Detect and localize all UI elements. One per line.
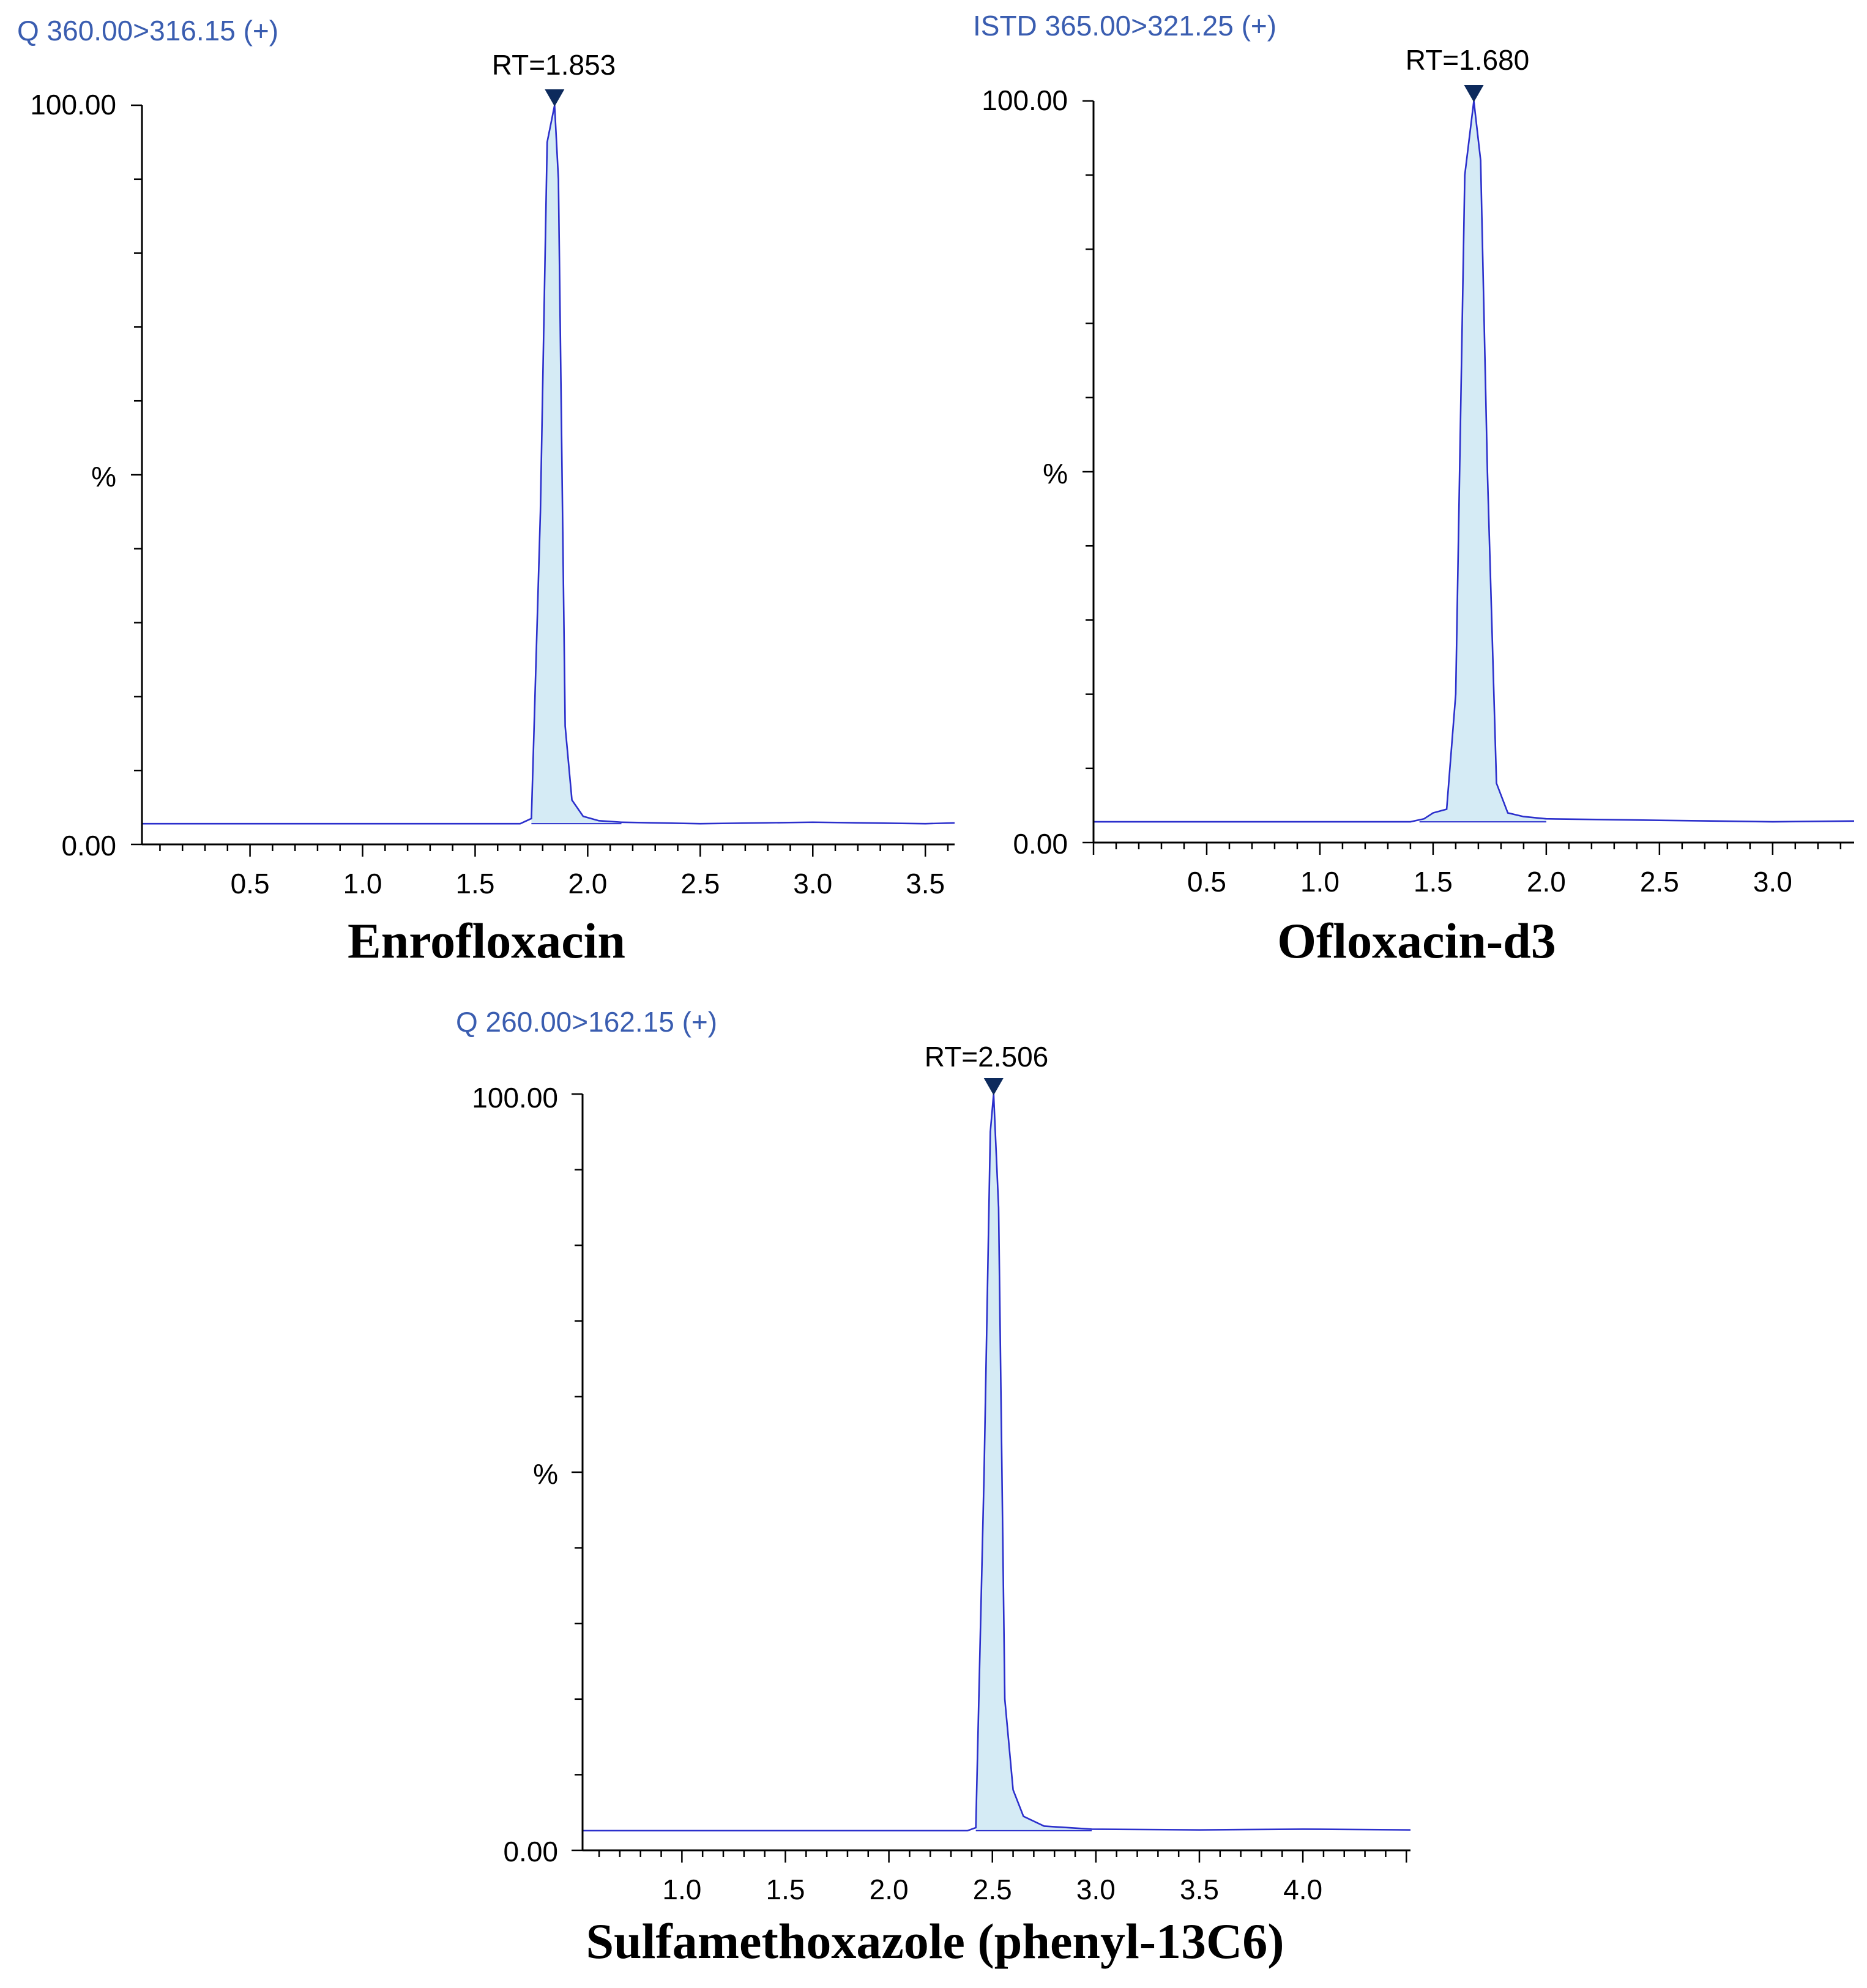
x-tick-label: 3.0 bbox=[1076, 1874, 1116, 1905]
chromatogram-trace bbox=[142, 105, 955, 825]
chromatogram-trace bbox=[1094, 100, 1855, 823]
retention-time-label: RT=2.506 bbox=[925, 1041, 1048, 1073]
peak-area bbox=[975, 1094, 1092, 1831]
x-tick-label: 3.5 bbox=[1180, 1874, 1219, 1905]
x-tick-label: 2.0 bbox=[1527, 866, 1566, 898]
retention-time-marker bbox=[983, 1078, 1004, 1095]
x-tick-label: 4.0 bbox=[1283, 1874, 1322, 1905]
peak-area bbox=[1419, 101, 1546, 822]
x-tick-label: 2.5 bbox=[973, 1874, 1012, 1905]
y-axis-label: % bbox=[533, 1458, 558, 1490]
mrm-transition-label: Q 260.00>162.15 (+) bbox=[456, 1006, 717, 1038]
compound-name: Ofloxacin-d3 bbox=[1277, 913, 1556, 969]
y-axis-max-label: 100.00 bbox=[30, 89, 116, 121]
chromatogram-trace bbox=[583, 1093, 1411, 1832]
retention-time-marker bbox=[1464, 85, 1484, 102]
x-tick-label: 2.5 bbox=[680, 868, 720, 899]
x-tick-label: 2.0 bbox=[568, 868, 607, 899]
x-tick-label: 0.5 bbox=[231, 868, 270, 899]
retention-time-label: RT=1.853 bbox=[492, 49, 616, 81]
x-tick-label: 1.0 bbox=[343, 868, 382, 899]
compound-name: Sulfamethoxazole (phenyl-13C6) bbox=[586, 1913, 1284, 1969]
y-axis-min-label: 0.00 bbox=[61, 830, 116, 862]
chromatogram-panel-sulfamethoxazole: Q 260.00>162.15 (+) RT=2.506 100.00 % 0.… bbox=[456, 1006, 1411, 1969]
y-axis-max-label: 100.00 bbox=[472, 1082, 558, 1114]
chromatogram-panel-enrofloxacin: Q 360.00>316.15 (+) RT=1.853 100.00 % 0.… bbox=[17, 15, 955, 969]
y-axis-min-label: 0.00 bbox=[1013, 828, 1068, 860]
x-tick-label: 3.0 bbox=[1753, 866, 1792, 898]
x-tick-label: 0.5 bbox=[1187, 866, 1226, 898]
chromatogram-panel-ofloxacin-d3: ISTD 365.00>321.25 (+) RT=1.680 100.00 %… bbox=[973, 10, 1855, 969]
mrm-transition-label: Q 360.00>316.15 (+) bbox=[17, 15, 278, 47]
x-tick-label: 1.5 bbox=[1414, 866, 1453, 898]
compound-name: Enrofloxacin bbox=[348, 913, 625, 969]
x-tick-label: 3.0 bbox=[793, 868, 832, 899]
retention-time-label: RT=1.680 bbox=[1406, 44, 1529, 76]
x-tick-label: 2.5 bbox=[1640, 866, 1679, 898]
x-tick-label: 1.5 bbox=[455, 868, 494, 899]
x-tick-label: 1.0 bbox=[1300, 866, 1340, 898]
y-axis-max-label: 100.00 bbox=[982, 84, 1068, 116]
x-tick-label: 2.0 bbox=[870, 1874, 909, 1905]
y-axis-min-label: 0.00 bbox=[503, 1836, 558, 1867]
x-tick-label: 1.0 bbox=[662, 1874, 701, 1905]
y-axis-label: % bbox=[1043, 458, 1068, 490]
x-tick-label: 1.5 bbox=[766, 1874, 805, 1905]
y-axis-label: % bbox=[91, 461, 116, 493]
peak-area bbox=[531, 105, 622, 824]
x-tick-label: 3.5 bbox=[906, 868, 945, 899]
mrm-transition-label: ISTD 365.00>321.25 (+) bbox=[973, 10, 1276, 42]
retention-time-marker bbox=[545, 89, 565, 106]
